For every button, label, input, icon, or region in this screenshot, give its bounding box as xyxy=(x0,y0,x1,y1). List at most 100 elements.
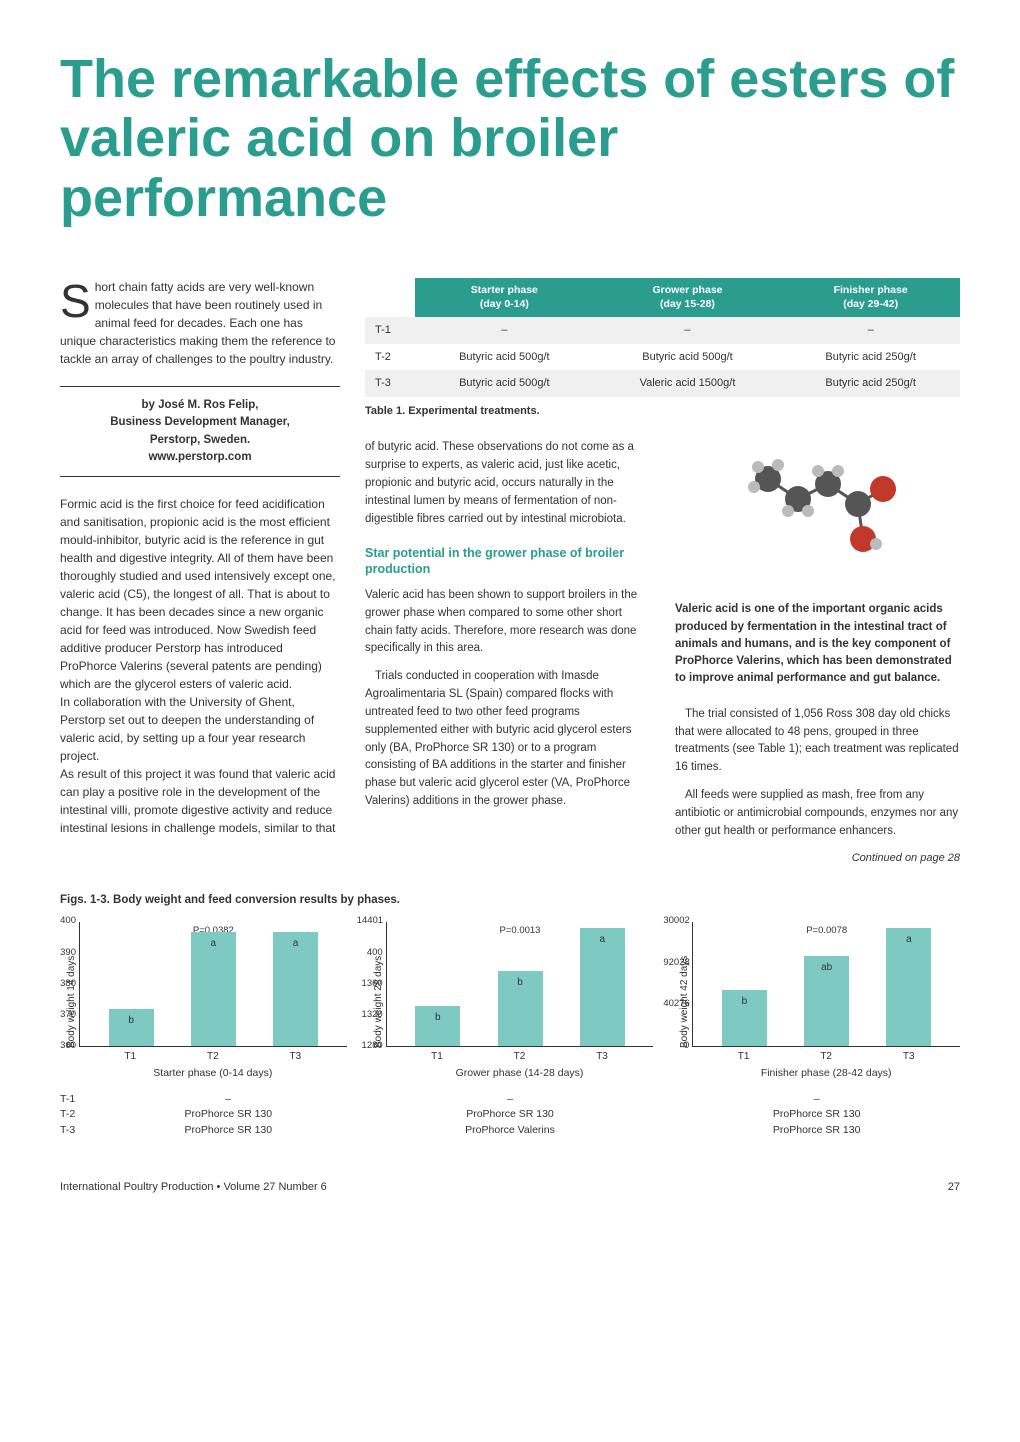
col2-p2: Valeric acid has been shown to support b… xyxy=(365,587,650,658)
chart-pvalue: P=0.0013 xyxy=(500,924,541,938)
chart-ytick: 370 xyxy=(50,1008,76,1022)
table-row: T-3 Butyric acid 500g/t Valeric acid 150… xyxy=(365,370,960,397)
chart-pvalue: P=0.0078 xyxy=(806,924,847,938)
legend-key: T-3 xyxy=(60,1123,110,1139)
chart-xtick: T1 xyxy=(124,1049,136,1064)
chart-xtick: T2 xyxy=(820,1049,832,1064)
chart-xtick: T2 xyxy=(207,1049,219,1064)
chart-plot-area: 3000292028402760P=0.0078baba xyxy=(692,922,960,1047)
intro-text: hort chain fatty acids are very well-kno… xyxy=(60,280,335,366)
byline: by José M. Ros Felip, Business Developme… xyxy=(60,386,340,477)
chart-ytick: 40276 xyxy=(663,997,689,1011)
chart-xtick: T3 xyxy=(596,1049,608,1064)
chart-ytick: 400 xyxy=(50,915,76,929)
chart-plot-area: 400390380370360P=0.0382baa xyxy=(79,922,347,1047)
legend-value: – xyxy=(367,1092,654,1108)
body-columns: of butyric acid. These observations do n… xyxy=(365,439,960,867)
chart-legend: T-1–T-2ProPhorce SR 130T-3ProPhorce SR 1… xyxy=(60,1092,347,1139)
table-cell: Butyric acid 250g/t xyxy=(781,370,960,397)
table-caption: Table 1. Experimental treatments. xyxy=(365,403,960,420)
page-footer: International Poultry Production • Volum… xyxy=(60,1179,960,1196)
table-and-columns: Starter phase(day 0-14) Grower phase(day… xyxy=(365,278,960,867)
chart-ytick: 390 xyxy=(50,946,76,960)
col1-p1: Formic acid is the first choice for feed… xyxy=(60,495,340,693)
molecule-icon xyxy=(728,449,908,579)
legend-key: T-1 xyxy=(60,1092,110,1108)
col3-p1: The trial consisted of 1,056 Ross 308 da… xyxy=(675,706,960,777)
chart-ytick: 360 xyxy=(50,1039,76,1053)
chart-xlabel: Grower phase (14-28 days) xyxy=(386,1066,654,1082)
molecule-image xyxy=(675,439,960,589)
continued-label: Continued on page 28 xyxy=(675,850,960,867)
chart-bar: b xyxy=(498,971,543,1046)
col2-p1: of butyric acid. These observations do n… xyxy=(365,439,650,528)
bar-letter: ab xyxy=(804,960,849,975)
top-section: S hort chain fatty acids are very well-k… xyxy=(60,278,960,867)
byline-url: www.perstorp.com xyxy=(60,449,340,466)
table-cell: Butyric acid 250g/t xyxy=(781,344,960,371)
body-col-right: Valeric acid is one of the important org… xyxy=(675,439,960,867)
bar-letter: a xyxy=(273,936,318,951)
table-cell: Butyric acid 500g/t xyxy=(415,344,594,371)
bar-letter: a xyxy=(191,936,236,951)
chart-xtick: T3 xyxy=(903,1049,915,1064)
chart-block: Body weight 14 days400390380370360P=0.03… xyxy=(60,922,347,1139)
article-title: The remarkable effects of esters of vale… xyxy=(60,50,960,228)
byline-role: Business Development Manager, xyxy=(60,414,340,431)
legend-value: – xyxy=(110,1092,347,1108)
footer-left: International Poultry Production • Volum… xyxy=(60,1179,327,1196)
chart-bar: a xyxy=(580,928,625,1046)
bar-letter: a xyxy=(886,932,931,947)
chart-legend: –ProPhorce SR 130ProPhorce SR 130 xyxy=(673,1092,960,1139)
chart-legend: –ProPhorce SR 130ProPhorce Valerins xyxy=(367,1092,654,1139)
chart-bar: ab xyxy=(804,956,849,1045)
chart-plot-area: 14401400136013201280P=0.0013bba xyxy=(386,922,654,1047)
chart-bar: a xyxy=(191,932,236,1046)
legend-value: ProPhorce SR 130 xyxy=(110,1123,347,1139)
chart-bar: b xyxy=(109,1009,154,1046)
table-cell: – xyxy=(781,317,960,344)
legend-value: ProPhorce Valerins xyxy=(367,1123,654,1139)
table-header: Grower phase(day 15-28) xyxy=(594,278,782,317)
charts-row: Body weight 14 days400390380370360P=0.03… xyxy=(60,922,960,1139)
figures-title: Figs. 1-3. Body weight and feed conversi… xyxy=(60,892,960,909)
intro-paragraph: S hort chain fatty acids are very well-k… xyxy=(60,278,340,368)
table-cell: – xyxy=(415,317,594,344)
table-cell: T-3 xyxy=(365,370,415,397)
bar-letter: b xyxy=(722,994,767,1009)
chart-ytick: 14401 xyxy=(357,915,383,929)
chart-ytick: 30002 xyxy=(663,915,689,929)
bar-letter: a xyxy=(580,932,625,947)
chart-xtick: T1 xyxy=(431,1049,443,1064)
chart-ytick: 92028 xyxy=(663,956,689,970)
footer-right: 27 xyxy=(948,1179,960,1196)
intro-column: S hort chain fatty acids are very well-k… xyxy=(60,278,340,867)
chart-xlabel: Starter phase (0-14 days) xyxy=(79,1066,347,1082)
chart-xtick: T3 xyxy=(290,1049,302,1064)
chart-xlabel: Finisher phase (28-42 days) xyxy=(692,1066,960,1082)
table-cell: T-1 xyxy=(365,317,415,344)
bar-letter: b xyxy=(498,975,543,990)
legend-value: ProPhorce SR 130 xyxy=(673,1123,960,1139)
table-header: Finisher phase(day 29-42) xyxy=(781,278,960,317)
table-cell: Butyric acid 500g/t xyxy=(415,370,594,397)
chart-bar: b xyxy=(722,990,767,1046)
body-col-middle: of butyric acid. These observations do n… xyxy=(365,439,650,867)
byline-company: Perstorp, Sweden. xyxy=(60,432,340,449)
table-header-row: Starter phase(day 0-14) Grower phase(day… xyxy=(365,278,960,317)
chart-bar: a xyxy=(273,932,318,1046)
legend-value: ProPhorce SR 130 xyxy=(367,1107,654,1123)
chart-xtick: T2 xyxy=(514,1049,526,1064)
chart-bar: b xyxy=(415,1006,460,1046)
table-header-blank xyxy=(365,278,415,317)
chart-block: Body weight 42 days3000292028402760P=0.0… xyxy=(673,922,960,1139)
legend-value: – xyxy=(673,1092,960,1108)
col1-p2: In collaboration with the University of … xyxy=(60,693,340,765)
table-row: T-1 – – – xyxy=(365,317,960,344)
legend-value: ProPhorce SR 130 xyxy=(673,1107,960,1123)
legend-key: T-2 xyxy=(60,1107,110,1123)
chart-block: Body weight 28 days14401400136013201280P… xyxy=(367,922,654,1139)
table-row: T-2 Butyric acid 500g/t Butyric acid 500… xyxy=(365,344,960,371)
chart-ytick: 400 xyxy=(357,946,383,960)
table-cell: Butyric acid 500g/t xyxy=(594,344,782,371)
